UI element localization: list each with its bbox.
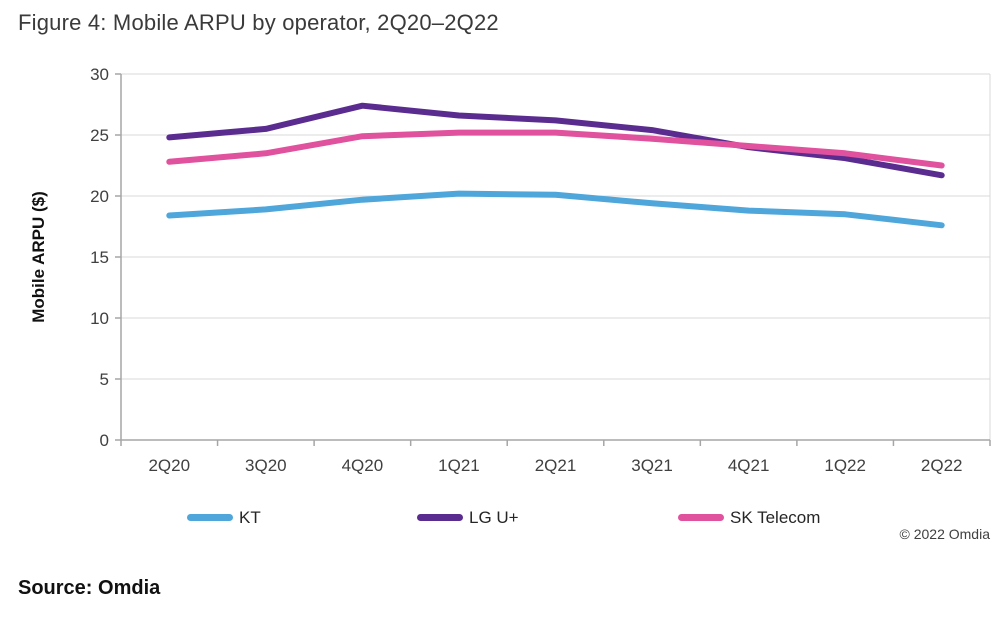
- legend-label-lgu: LG U+: [469, 507, 519, 527]
- y-tick-label: 5: [100, 370, 109, 389]
- series-line-lg-u-: [166, 102, 945, 179]
- lgu-line-swatch-icon: [417, 514, 463, 521]
- legend-item-skt: SK Telecom: [678, 507, 820, 528]
- kt-line-swatch-icon: [187, 514, 233, 521]
- y-tick-label: 15: [90, 248, 109, 267]
- legend-item-kt: KT: [187, 507, 261, 528]
- legend-label-kt: KT: [239, 507, 261, 527]
- x-tick-label: 2Q22: [921, 456, 963, 475]
- source-line: Source: Omdia: [18, 577, 161, 599]
- y-tick-label: 30: [90, 65, 109, 84]
- x-tick-label: 3Q20: [245, 456, 287, 475]
- y-tick-label: 0: [100, 431, 109, 450]
- x-tick-label: 4Q21: [728, 456, 770, 475]
- skt-line-swatch-icon: [678, 514, 724, 521]
- y-tick-label: 10: [90, 309, 109, 328]
- x-tick-label: 3Q21: [631, 456, 673, 475]
- figure-title: Figure 4: Mobile ARPU by operator, 2Q20–…: [18, 10, 499, 35]
- series-line-sk-telecom: [166, 129, 945, 169]
- legend-item-lgu: LG U+: [417, 507, 519, 528]
- series-line-kt: [166, 190, 945, 229]
- x-tick-label: 4Q20: [342, 456, 384, 475]
- y-tick-label: 20: [90, 187, 109, 206]
- x-tick-label: 1Q22: [824, 456, 866, 475]
- x-tick-label: 2Q21: [535, 456, 577, 475]
- copyright-note: © 2022 Omdia: [899, 526, 990, 542]
- x-tick-label: 2Q20: [148, 456, 190, 475]
- legend-label-skt: SK Telecom: [730, 507, 821, 527]
- y-tick-label: 25: [90, 126, 109, 145]
- x-tick-label: 1Q21: [438, 456, 480, 475]
